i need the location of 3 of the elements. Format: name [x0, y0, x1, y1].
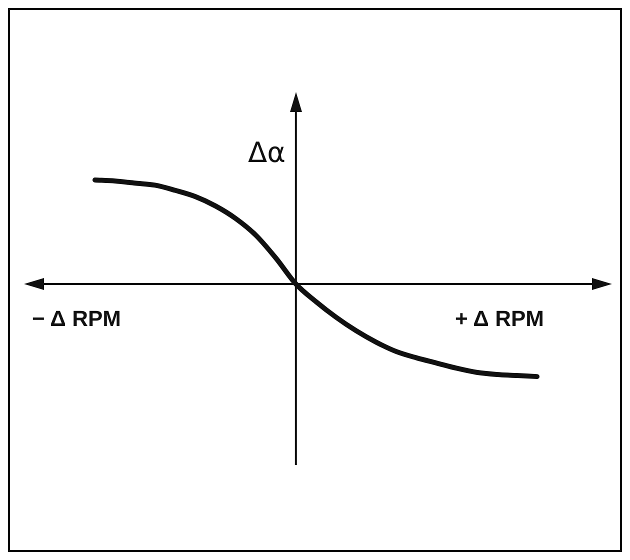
x-axis-title: + Δ RPM	[455, 306, 544, 332]
y-axis-title: Δα	[248, 136, 286, 169]
annotation: − Δ RPM	[32, 306, 121, 332]
